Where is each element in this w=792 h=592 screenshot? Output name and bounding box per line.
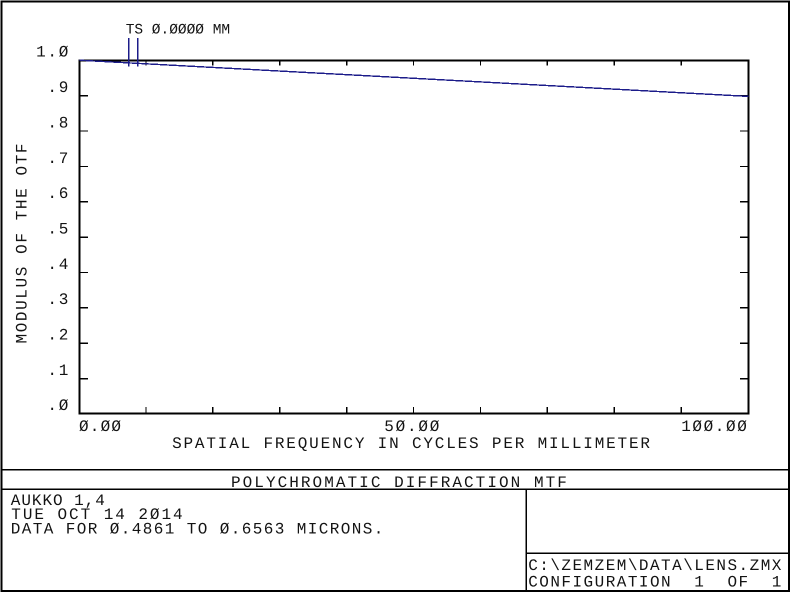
svg-text:1.Ø: 1.Ø	[36, 44, 70, 62]
svg-text:DATA FOR Ø.4861 TO Ø.6563 MICR: DATA FOR Ø.4861 TO Ø.6563 MICRONS.	[11, 520, 385, 538]
svg-text:MODULUS OF THE OTF: MODULUS OF THE OTF	[13, 142, 31, 344]
svg-text:TS Ø.ØØØØ MM: TS Ø.ØØØØ MM	[126, 22, 230, 38]
svg-text:.8: .8	[47, 114, 70, 132]
svg-text:.7: .7	[47, 150, 70, 168]
svg-text:.Ø: .Ø	[47, 397, 70, 415]
svg-text:.5: .5	[47, 221, 70, 239]
svg-text:.1: .1	[47, 362, 70, 380]
svg-text:CONFIGURATION 1 OF 1: CONFIGURATION 1 OF 1	[528, 574, 783, 592]
svg-text:AUKKO 1,4: AUKKO 1,4	[11, 492, 106, 510]
svg-text:.2: .2	[47, 327, 70, 345]
svg-text:1ØØ.ØØ: 1ØØ.ØØ	[681, 418, 748, 436]
svg-text:.4: .4	[47, 256, 70, 274]
svg-text:.3: .3	[47, 291, 70, 309]
svg-text:Ø.ØØ: Ø.ØØ	[79, 418, 122, 436]
svg-text:.6: .6	[47, 185, 70, 203]
svg-text:.9: .9	[47, 79, 70, 97]
svg-text:TUE OCT 14 2Ø14: TUE OCT 14 2Ø14	[11, 506, 184, 524]
svg-text:C:\ZEMZEM\DATA\LENS.ZMX: C:\ZEMZEM\DATA\LENS.ZMX	[528, 557, 783, 575]
svg-text:5Ø.ØØ: 5Ø.ØØ	[384, 418, 441, 436]
svg-text:SPATIAL FREQUENCY IN CYCLES PE: SPATIAL FREQUENCY IN CYCLES PER MILLIMET…	[172, 435, 652, 453]
svg-text:POLYCHROMATIC DIFFRACTION MTF: POLYCHROMATIC DIFFRACTION MTF	[231, 474, 569, 492]
